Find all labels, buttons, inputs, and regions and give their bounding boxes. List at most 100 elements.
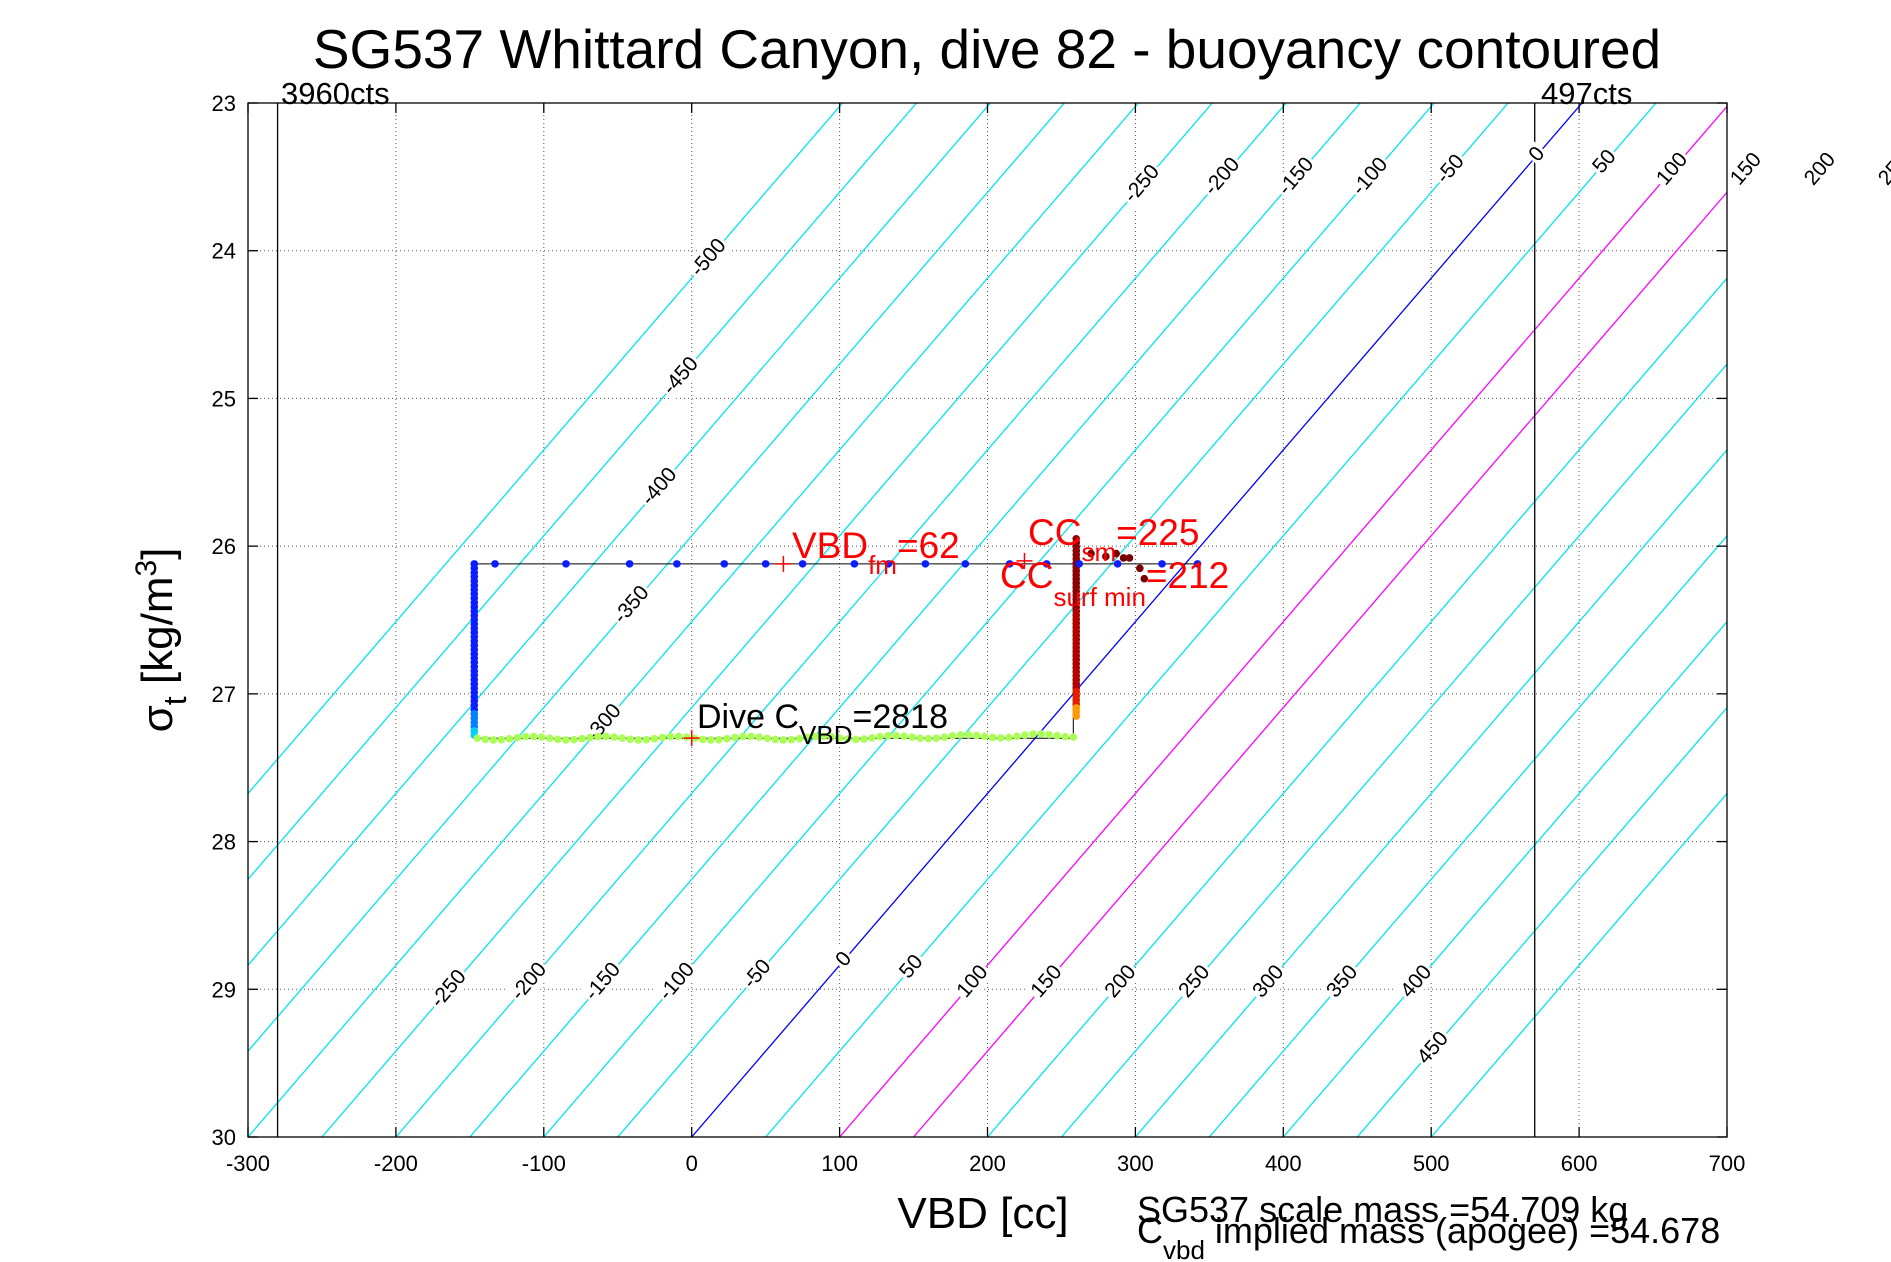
track-point-apogee xyxy=(980,732,989,741)
cc-sm-value: =225 xyxy=(1116,512,1199,553)
dive-cvbd-value: =2818 xyxy=(853,698,949,736)
track-point-apogee xyxy=(610,733,618,741)
contour-line xyxy=(913,191,1727,1137)
track-point-apogee xyxy=(707,736,715,744)
track-point-surface xyxy=(1136,564,1144,573)
track-point-apogee xyxy=(763,734,772,743)
track-point-surface-blue xyxy=(884,560,893,568)
track-point-apogee xyxy=(779,736,788,744)
track-point-apogee xyxy=(827,733,836,741)
y-tick-label: 23 xyxy=(212,91,236,116)
track-point-apogee xyxy=(964,730,973,739)
track-point-apogee xyxy=(521,732,530,741)
contour-label-bg xyxy=(578,956,627,1007)
dive-track xyxy=(470,534,1202,744)
track-point-apogee xyxy=(972,731,981,740)
contour-line xyxy=(321,103,1213,1137)
x-tick-label: -300 xyxy=(226,1151,270,1176)
count-limit-lines xyxy=(276,103,1536,1137)
track-point-surface-blue xyxy=(1042,560,1051,568)
track-point-ascent xyxy=(1072,712,1081,720)
track-point-apogee xyxy=(553,735,562,744)
footer-implied-mass: Cvbd implied mass (apogee) =54.678 xyxy=(1137,1210,1720,1262)
track-point-apogee xyxy=(1005,733,1013,742)
track-point-apogee xyxy=(1045,730,1053,739)
track-point-surface xyxy=(1140,574,1149,583)
track-point-apogee xyxy=(884,731,892,740)
dive-cvbd-annotation: Dive CVBD=2818 xyxy=(697,698,948,750)
y-label-unit-sup: 3 xyxy=(130,560,163,577)
dive-cvbd-main: Dive C xyxy=(697,698,799,736)
track-point-apogee xyxy=(852,735,860,744)
contour-label: 150 xyxy=(1726,148,1766,190)
x-tick-label: 700 xyxy=(1709,1151,1746,1176)
cc-sm-main: CC xyxy=(1028,512,1081,553)
track-point-apogee xyxy=(787,735,796,744)
contour-label-bg xyxy=(893,948,929,985)
contour-label-bg xyxy=(1872,146,1891,192)
x-tick-label: 600 xyxy=(1561,1151,1598,1176)
y-tick-label: 24 xyxy=(212,239,236,264)
track-point-apogee xyxy=(578,734,586,743)
track-point-apogee xyxy=(988,733,997,742)
track-point-apogee xyxy=(513,733,522,742)
track-point-apogee xyxy=(1037,730,1045,738)
y-tick-label: 25 xyxy=(212,386,236,411)
contour-label-bg xyxy=(1098,959,1142,1004)
track-point-apogee xyxy=(715,735,723,744)
footer-scale-mass: SG537 scale mass =54.709 kg xyxy=(1137,1189,1628,1230)
cc-surf-value: =212 xyxy=(1146,555,1229,596)
track-point-surface xyxy=(1125,554,1134,562)
track-point-apogee xyxy=(618,734,627,743)
contour-line xyxy=(1430,792,1727,1137)
track-point-apogee xyxy=(916,734,925,743)
track-point-apogee xyxy=(570,735,578,744)
track-point-apogee xyxy=(868,734,876,742)
track-point-apogee xyxy=(1029,730,1037,738)
x-tick-label: 400 xyxy=(1265,1151,1302,1176)
track-point-apogee xyxy=(626,735,635,744)
track-point-surface-blue xyxy=(850,560,859,568)
track-point-apogee xyxy=(666,732,675,741)
track-point-apogee xyxy=(1053,731,1061,740)
contour-label-bg xyxy=(1246,959,1290,1004)
contour-label: 200 xyxy=(1800,148,1840,190)
track-point-apogee xyxy=(940,733,949,741)
cc-surf-sub: surf min xyxy=(1053,582,1145,612)
contour-label-bg xyxy=(1117,158,1166,209)
vbd-fm-main: VBD xyxy=(792,525,868,566)
contour-label-bg xyxy=(1024,958,1068,1004)
x-tick-label: 500 xyxy=(1413,1151,1450,1176)
track-point-apogee xyxy=(1021,731,1029,739)
axis-ticks: -300 -200 -100 0 100 200 300 400 500 600 700 23 24 25… xyxy=(212,91,1746,1176)
track-point-apogee xyxy=(835,734,844,742)
track-point-apogee xyxy=(674,732,683,741)
track-point-apogee xyxy=(634,736,643,744)
contour-label-bg xyxy=(652,956,701,1007)
contour-label-bg xyxy=(684,232,733,283)
cc-sm-annotation: CCsm=225 xyxy=(1028,512,1199,567)
contour-label-bg xyxy=(1394,959,1438,1004)
track-point-surface-blue xyxy=(921,560,930,568)
x-tick-label: 100 xyxy=(821,1151,858,1176)
chart-title: SG537 Whittard Canyon, dive 82 - buoyanc… xyxy=(313,18,1661,80)
track-point-surface xyxy=(1087,549,1095,558)
track-point-apogee xyxy=(803,733,812,742)
contour-label-bg xyxy=(1430,148,1471,190)
x-tick-label: -200 xyxy=(374,1151,418,1176)
track-point-apogee xyxy=(908,733,916,742)
track-point-apogee xyxy=(594,732,602,741)
track-point-apogee xyxy=(819,732,828,741)
track-point-apogee xyxy=(489,736,498,744)
footer-implied-text: implied mass (apogee) =54.678 xyxy=(1205,1210,1720,1251)
contour-label-bg xyxy=(737,953,777,995)
contour-line xyxy=(1282,620,1727,1137)
track-point-apogee xyxy=(876,732,884,741)
contour-label-bg xyxy=(505,956,553,1007)
y-axis-label: σt [kg/m3] xyxy=(130,548,193,733)
footer-c: C xyxy=(1137,1210,1163,1251)
vbd-fm-sub: fm xyxy=(868,550,897,580)
track-point-apogee xyxy=(755,733,763,741)
track-point-apogee xyxy=(900,732,908,740)
